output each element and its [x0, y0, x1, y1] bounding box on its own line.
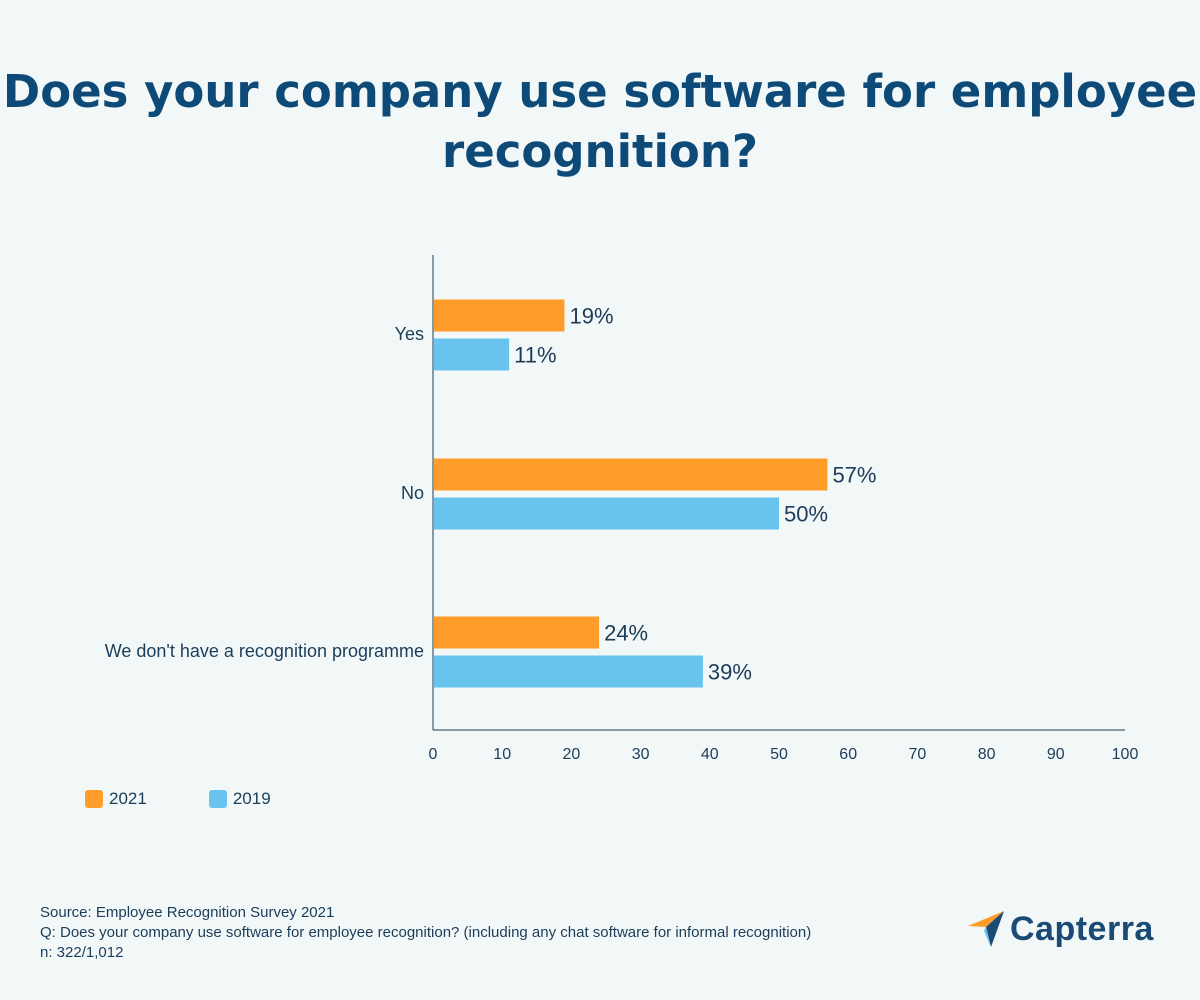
legend-label-2019: 2019 — [232, 789, 271, 808]
capterra-logo-icon — [968, 911, 1004, 947]
source-line: Source: Employee Recognition Survey 2021 — [40, 904, 335, 921]
x-tick-label: 40 — [701, 746, 719, 763]
x-tick-label: 30 — [632, 746, 650, 763]
x-tick-label: 50 — [770, 746, 788, 763]
x-tick-label: 20 — [563, 746, 581, 763]
data-label: 39% — [708, 660, 752, 685]
legend-swatch-2019 — [208, 790, 227, 808]
data-label: 24% — [604, 621, 648, 646]
category-label: Yes — [395, 324, 424, 344]
bar-2021 — [434, 299, 565, 332]
bar-2021 — [434, 616, 600, 649]
bar-2021 — [434, 458, 828, 491]
x-tick-label: 0 — [429, 746, 438, 763]
legend: 2021 2019 — [85, 789, 333, 809]
x-tick-label: 10 — [493, 746, 511, 763]
bar-2019 — [434, 497, 779, 530]
question-line: Q: Does your company use software for em… — [40, 924, 812, 941]
x-tick-label: 80 — [978, 746, 996, 763]
data-label: 50% — [784, 502, 828, 527]
legend-label-2021: 2021 — [109, 789, 147, 808]
capterra-logo-text: Capterra — [1010, 909, 1154, 948]
category-label: No — [401, 483, 424, 503]
bar-2019 — [434, 338, 510, 371]
x-tick-label: 100 — [1112, 746, 1139, 763]
capterra-logo: Capterra — [966, 909, 1154, 949]
legend-item-2019: 2019 — [208, 789, 271, 809]
bar-2019 — [434, 655, 703, 688]
category-label: We don't have a recognition programme — [105, 641, 424, 661]
x-tick-label: 70 — [909, 746, 927, 763]
chart-title: Does your company use software for emplo… — [2, 65, 1198, 178]
data-label: 19% — [569, 304, 613, 329]
data-label: 11% — [514, 343, 556, 368]
x-tick-label: 60 — [839, 746, 857, 763]
x-tick-label: 90 — [1047, 746, 1065, 763]
data-label: 57% — [832, 463, 876, 488]
source-notes: Source: Employee Recognition Survey 2021… — [40, 903, 811, 963]
legend-swatch-2021 — [85, 790, 103, 808]
legend-item-2021: 2021 — [85, 789, 147, 809]
sample-size-line: n: 322/1,012 — [40, 944, 124, 961]
